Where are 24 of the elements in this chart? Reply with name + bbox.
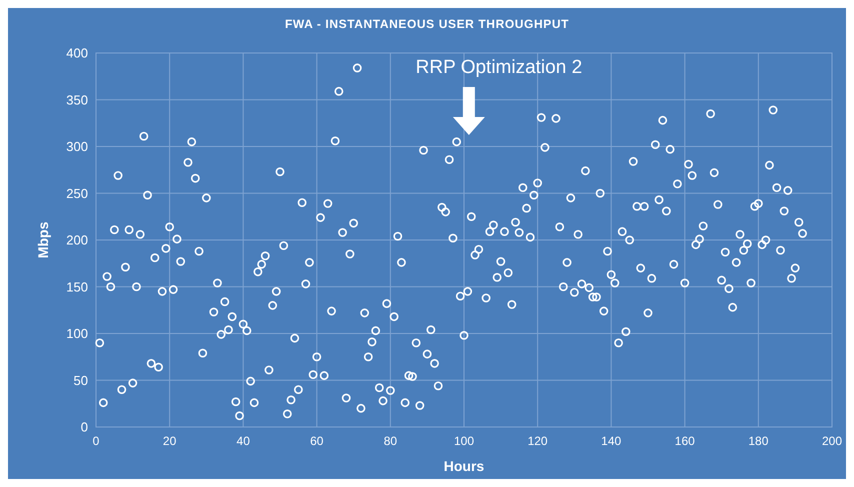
x-tick-label: 80 [384,434,398,448]
x-tick-label: 200 [822,434,842,448]
x-tick-label: 60 [310,434,324,448]
x-tick-label: 180 [748,434,769,448]
x-tick-label: 40 [236,434,250,448]
y-tick-label: 400 [66,46,88,61]
y-tick-label: 250 [66,186,88,201]
y-tick-label: 0 [80,420,88,435]
x-tick-label: 0 [92,434,100,448]
x-tick-label: 120 [528,434,548,448]
y-tick-label: 350 [66,92,88,108]
x-tick-label: 100 [454,434,474,448]
x-tick-label: 160 [674,434,696,448]
y-tick-label: 200 [66,232,88,248]
x-axis-title: Hours [444,458,484,474]
annotation: RRP Optimization 2 [416,57,582,78]
y-axis-title: Mbps [35,222,51,258]
x-tick-label: 20 [162,434,177,448]
y-tick-label: 50 [74,372,88,388]
x-tick-label: 140 [601,434,622,448]
chart-title: FWA - INSTANTANEOUS USER THROUGHPUT [284,17,570,31]
y-tick-label: 100 [66,326,88,342]
y-tick-label: 150 [66,279,88,294]
y-tick-label: 300 [66,139,88,154]
